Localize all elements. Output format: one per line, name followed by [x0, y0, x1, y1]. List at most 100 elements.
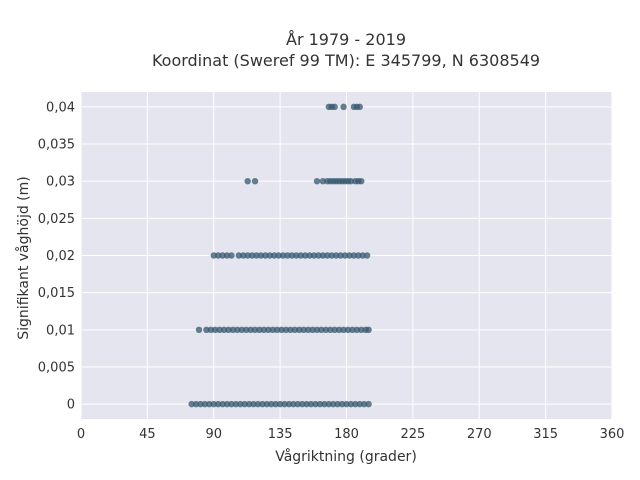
data-point — [250, 400, 257, 408]
x-tick-label: 90 — [205, 427, 222, 442]
data-point — [303, 400, 310, 408]
data-point — [271, 252, 278, 259]
data-point — [201, 400, 209, 408]
data-point — [358, 177, 365, 185]
data-point — [268, 400, 275, 408]
data-point — [358, 326, 365, 334]
data-point — [216, 326, 223, 334]
data-point — [266, 252, 273, 259]
x-tick-label: 270 — [467, 427, 492, 442]
data-point — [262, 252, 269, 259]
data-point — [328, 252, 335, 259]
data-point — [220, 326, 228, 334]
data-point — [281, 400, 288, 408]
data-point — [365, 326, 372, 334]
data-point — [223, 252, 231, 259]
data-point — [355, 252, 362, 259]
data-point — [275, 252, 282, 259]
data-point — [331, 103, 338, 111]
data-point — [247, 326, 254, 334]
data-point — [257, 252, 265, 259]
data-point — [214, 400, 222, 408]
data-point — [296, 326, 303, 334]
data-point — [344, 326, 352, 334]
data-point — [288, 252, 296, 259]
y-tick-label: 0 — [67, 398, 75, 413]
data-point — [210, 252, 217, 259]
data-point — [334, 400, 341, 408]
y-tick-label: 0,035 — [38, 138, 75, 153]
data-point — [322, 326, 330, 334]
y-axis-title: Signifikant våghöjd (m) — [15, 176, 32, 339]
data-point — [299, 400, 306, 408]
data-point — [340, 103, 347, 111]
data-point — [309, 326, 316, 334]
y-tick-label: 0,02 — [46, 249, 75, 264]
data-point — [244, 177, 251, 185]
data-point — [356, 103, 363, 111]
data-point — [335, 326, 343, 334]
data-points — [188, 103, 372, 408]
data-point — [307, 400, 315, 408]
chart-title-line1: År 1979 - 2019 — [286, 30, 406, 49]
data-point — [359, 252, 366, 259]
y-tick-label: 0,025 — [38, 212, 75, 227]
data-point — [192, 400, 200, 408]
data-point — [327, 326, 334, 334]
data-point — [282, 326, 290, 334]
data-point — [349, 326, 356, 334]
data-point — [253, 252, 260, 259]
data-point — [188, 400, 195, 408]
data-point — [234, 326, 241, 334]
data-point — [206, 400, 213, 408]
data-point — [325, 400, 332, 408]
data-point — [263, 400, 271, 408]
data-point — [297, 252, 304, 259]
data-point — [293, 252, 300, 259]
data-point — [273, 326, 281, 334]
data-point — [241, 400, 248, 408]
data-point — [319, 252, 327, 259]
chart-title-line2: Koordinat (Sweref 99 TM): E 345799, N 63… — [152, 51, 540, 70]
data-point — [276, 400, 284, 408]
data-point — [238, 326, 245, 334]
data-point — [356, 400, 363, 408]
data-point — [214, 252, 222, 259]
x-tick-label: 0 — [77, 427, 85, 442]
data-point — [229, 326, 237, 334]
data-point — [285, 400, 293, 408]
data-point — [363, 252, 371, 259]
data-point — [347, 400, 355, 408]
data-point — [340, 326, 347, 334]
data-point — [259, 400, 266, 408]
data-point — [240, 252, 247, 259]
data-point — [310, 252, 318, 259]
data-point — [287, 326, 294, 334]
data-point — [219, 252, 226, 259]
data-point — [248, 252, 256, 259]
data-point — [304, 326, 312, 334]
y-tick-label: 0,005 — [38, 360, 75, 375]
data-point — [337, 252, 344, 259]
data-point — [306, 252, 313, 259]
data-point — [313, 326, 321, 334]
data-point — [212, 326, 219, 334]
data-point — [243, 326, 250, 334]
x-tick-label: 135 — [268, 427, 293, 442]
data-point — [316, 400, 324, 408]
x-axis-ticks: 0 45 90 135 180 225 270 315 360 — [77, 427, 625, 442]
data-point — [195, 326, 203, 334]
x-tick-label: 45 — [139, 427, 156, 442]
y-tick-label: 0,03 — [46, 175, 75, 190]
data-point — [232, 400, 240, 408]
data-point — [219, 400, 226, 408]
data-point — [331, 326, 338, 334]
data-point — [318, 326, 325, 334]
data-point — [330, 400, 337, 408]
data-point — [302, 252, 309, 259]
data-point — [228, 400, 235, 408]
data-point — [207, 326, 214, 334]
data-point — [353, 326, 361, 334]
data-point — [332, 252, 340, 259]
data-point — [352, 400, 359, 408]
